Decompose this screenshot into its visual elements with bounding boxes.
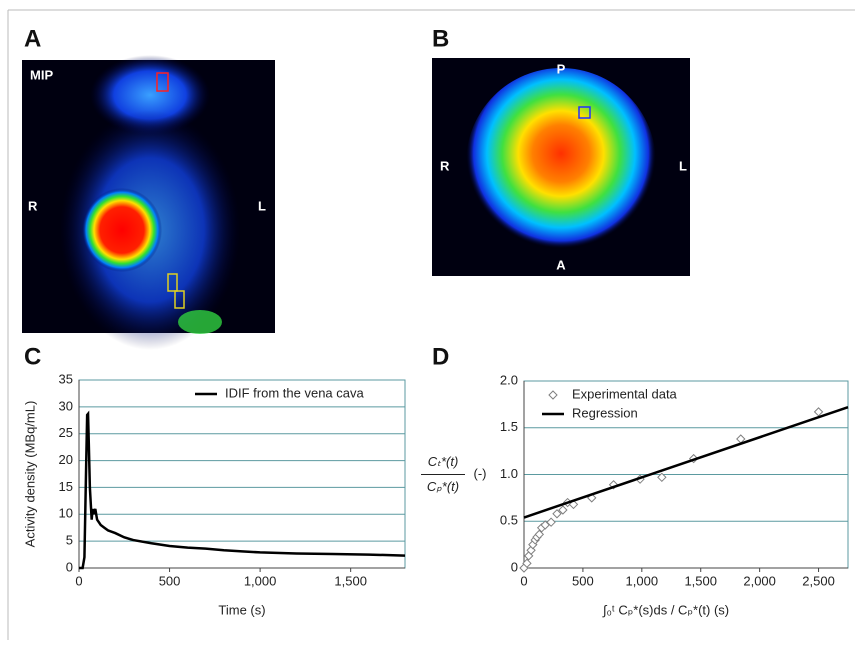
x-tick-label: 1,500 (684, 573, 717, 588)
x-tick-label: 2,000 (743, 573, 776, 588)
data-point (813, 407, 824, 417)
data-point (657, 472, 667, 483)
legend-label: IDIF from the vena cava (225, 385, 364, 400)
image-label: MIP (30, 67, 53, 82)
x-tick-label: 1,000 (626, 573, 659, 588)
data-line (79, 410, 406, 570)
panel-label: A (24, 25, 41, 52)
y-axis-label: Cₚ*(t) (427, 479, 459, 494)
y-axis-label: Cₜ*(t) (428, 454, 459, 469)
y-tick-label: 2.0 (500, 372, 518, 387)
x-tick-label: 1,000 (244, 573, 277, 588)
y-tick-label: 20 (59, 452, 73, 467)
x-axis-label: ∫₀ᵗ Cₚ*(s)ds / Cₚ*(t) (s) (602, 602, 729, 617)
image-label: P (557, 61, 566, 76)
x-tick-label: 2,500 (802, 573, 835, 588)
data-point (552, 509, 562, 519)
panel-label: C (24, 343, 41, 370)
y-tick-label: 35 (59, 371, 73, 386)
y-tick-label: 30 (59, 398, 73, 413)
image-label: R (28, 198, 38, 213)
y-tick-label: 0 (66, 559, 73, 574)
legend-swatch (548, 390, 558, 400)
x-tick-label: 500 (572, 573, 594, 588)
image-a: MIP R L (22, 55, 275, 350)
y-tick-label: 15 (59, 479, 73, 494)
data-point (558, 505, 568, 515)
y-tick-label: 5 (66, 533, 73, 548)
panel-label: D (432, 343, 449, 370)
legend-label: Regression (572, 405, 638, 420)
y-tick-label: 0.5 (500, 513, 518, 528)
data-point (522, 558, 532, 569)
image-label: L (679, 158, 687, 173)
image-b: P A R L (432, 58, 690, 276)
y-axis-label: Activity density (MBq/mL) (22, 401, 37, 548)
y-tick-label: 1.5 (500, 419, 518, 434)
panel-label: B (432, 25, 449, 52)
x-tick-label: 500 (159, 573, 181, 588)
data-line (523, 405, 849, 519)
y-tick-label: 1.0 (500, 466, 518, 481)
data-point (534, 529, 545, 540)
image-label: R (440, 158, 450, 173)
x-tick-label: 1,500 (334, 573, 367, 588)
x-axis-label: Time (s) (218, 602, 265, 617)
y-axis-label: (-) (474, 466, 487, 481)
x-tick-label: 0 (520, 573, 527, 588)
y-tick-label: 25 (59, 425, 73, 440)
legend-label: Experimental data (572, 386, 678, 401)
image-label: L (258, 198, 266, 213)
y-tick-label: 0 (511, 559, 518, 574)
image-label: A (556, 257, 566, 272)
plot-frame (78, 379, 406, 569)
y-tick-label: 10 (59, 506, 73, 521)
x-tick-label: 0 (75, 573, 82, 588)
data-point (546, 517, 556, 527)
